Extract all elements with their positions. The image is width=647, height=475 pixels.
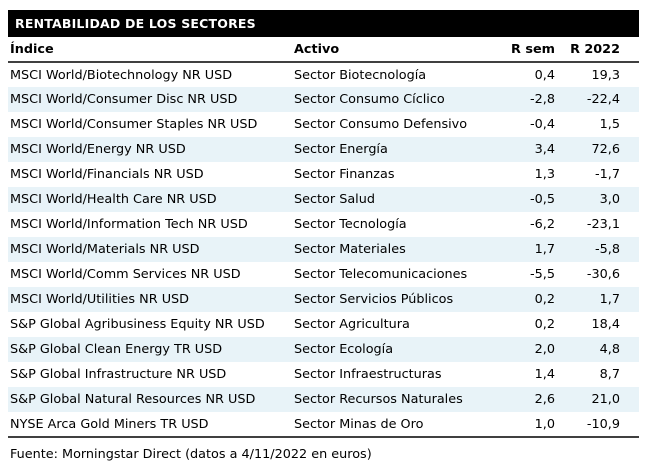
table-row: MSCI World/Comm Services NR USD Sector T… <box>8 262 639 287</box>
index-cell: MSCI World/Health Care NR USD <box>10 192 217 207</box>
column-header-r-2022: R 2022 <box>557 37 639 63</box>
table-row: MSCI World/Biotechnology NR USD Sector B… <box>8 62 639 87</box>
source-note: Fuente: Morningstar Direct (datos a 4/11… <box>10 447 372 462</box>
asset-cell: Sector Consumo Cíclico <box>294 92 445 107</box>
table-row: MSCI World/Energy NR USD Sector Energía … <box>8 137 639 162</box>
r-sem-cell: 0,2 <box>534 292 555 307</box>
asset-cell: Sector Ecología <box>294 342 394 357</box>
asset-cell: Sector Agricultura <box>294 317 410 332</box>
index-cell: MSCI World/Consumer Disc NR USD <box>10 92 238 107</box>
index-cell: S&P Global Agribusiness Equity NR USD <box>10 317 265 332</box>
r-sem-cell: 0,2 <box>534 317 555 332</box>
r-2022-cell: 18,4 <box>591 317 621 332</box>
r-2022-cell: 72,6 <box>591 142 621 157</box>
index-cell: MSCI World/Information Tech NR USD <box>10 217 248 232</box>
table-title-bar: RENTABILIDAD DE LOS SECTORES <box>8 10 639 37</box>
r-sem-cell: 1,4 <box>534 367 555 382</box>
index-cell: NYSE Arca Gold Miners TR USD <box>8 412 292 438</box>
table-row: S&P Global Clean Energy TR USD Sector Ec… <box>8 337 639 362</box>
table-row: MSCI World/Consumer Staples NR USD Secto… <box>8 112 639 137</box>
r-2022-cell: 1,5 <box>599 117 620 132</box>
r-2022-cell: -23,1 <box>586 217 620 232</box>
index-cell: MSCI World/Consumer Staples NR USD <box>10 117 258 132</box>
sector-returns-table: Índice Activo R sem R 2022 MSCI World/Bi… <box>8 37 639 438</box>
r-sem-cell: 1,7 <box>534 242 555 257</box>
r-2022-cell: 3,0 <box>599 192 620 207</box>
sector-returns-report: RENTABILIDAD DE LOS SECTORES Índice Acti… <box>8 10 639 462</box>
index-cell: MSCI World/Biotechnology NR USD <box>10 67 233 83</box>
asset-cell: Sector Salud <box>294 192 375 207</box>
r-2022-cell: -5,8 <box>595 242 620 257</box>
index-cell: MSCI World/Comm Services NR USD <box>10 267 241 282</box>
r-2022-cell: -30,6 <box>586 267 620 282</box>
table-row: MSCI World/Materials NR USD Sector Mater… <box>8 237 639 262</box>
r-sem-cell: 2,0 <box>534 342 555 357</box>
table-row: MSCI World/Utilities NR USD Sector Servi… <box>8 287 639 312</box>
table-body: MSCI World/Biotechnology NR USD Sector B… <box>8 62 639 438</box>
table-row: MSCI World/Financials NR USD Sector Fina… <box>8 162 639 187</box>
index-cell: S&P Global Clean Energy TR USD <box>10 342 223 357</box>
r-sem-cell: -5,5 <box>530 267 555 282</box>
r-2022-cell: -1,7 <box>595 167 620 182</box>
r-sem-cell: -2,8 <box>530 92 555 107</box>
index-cell: S&P Global Natural Resources NR USD <box>10 392 256 407</box>
r-2022-cell: 21,0 <box>591 392 621 407</box>
asset-cell: Sector Energía <box>294 142 388 157</box>
r-sem-cell: 2,6 <box>534 392 555 407</box>
table-row: NYSE Arca Gold Miners TR USD Sector Mina… <box>8 412 639 438</box>
column-header-activo: Activo <box>292 37 477 63</box>
table-title: RENTABILIDAD DE LOS SECTORES <box>15 16 256 31</box>
r-sem-cell: 1,0 <box>477 412 557 438</box>
index-cell: MSCI World/Materials NR USD <box>10 242 200 257</box>
r-sem-cell: -0,4 <box>530 117 555 132</box>
r-sem-cell: 1,3 <box>534 167 555 182</box>
table-row: S&P Global Agribusiness Equity NR USD Se… <box>8 312 639 337</box>
asset-cell: Sector Telecomunicaciones <box>294 267 468 282</box>
r-2022-cell: 19,3 <box>591 67 621 83</box>
r-2022-cell: -22,4 <box>586 92 620 107</box>
asset-cell: Sector Materiales <box>294 242 406 257</box>
table-row: MSCI World/Information Tech NR USD Secto… <box>8 212 639 237</box>
column-header-r-sem: R sem <box>477 37 557 63</box>
asset-cell: Sector Finanzas <box>294 167 395 182</box>
table-row: MSCI World/Consumer Disc NR USD Sector C… <box>8 87 639 112</box>
asset-cell: Sector Servicios Públicos <box>294 292 454 307</box>
index-cell: MSCI World/Financials NR USD <box>10 167 204 182</box>
r-sem-cell: -6,2 <box>530 217 555 232</box>
index-cell: S&P Global Infrastructure NR USD <box>10 367 227 382</box>
table-row: MSCI World/Health Care NR USD Sector Sal… <box>8 187 639 212</box>
column-header-indice: Índice <box>8 37 292 63</box>
r-2022-cell: 8,7 <box>599 367 620 382</box>
r-2022-cell: -10,9 <box>557 412 639 438</box>
asset-cell: Sector Consumo Defensivo <box>294 117 468 132</box>
header-row: Índice Activo R sem R 2022 <box>8 37 639 63</box>
asset-cell: Sector Biotecnología <box>294 67 427 83</box>
asset-cell: Sector Minas de Oro <box>292 412 477 438</box>
index-cell: MSCI World/Energy NR USD <box>10 142 186 157</box>
r-sem-cell: 0,4 <box>534 67 555 83</box>
r-sem-cell: 3,4 <box>534 142 555 157</box>
index-cell: MSCI World/Utilities NR USD <box>10 292 190 307</box>
r-sem-cell: -0,5 <box>530 192 555 207</box>
r-2022-cell: 1,7 <box>599 292 620 307</box>
asset-cell: Sector Tecnología <box>294 217 407 232</box>
asset-cell: Sector Infraestructuras <box>294 367 442 382</box>
r-2022-cell: 4,8 <box>599 342 620 357</box>
asset-cell: Sector Recursos Naturales <box>294 392 463 407</box>
table-row: S&P Global Infrastructure NR USD Sector … <box>8 362 639 387</box>
table-row: S&P Global Natural Resources NR USD Sect… <box>8 387 639 412</box>
